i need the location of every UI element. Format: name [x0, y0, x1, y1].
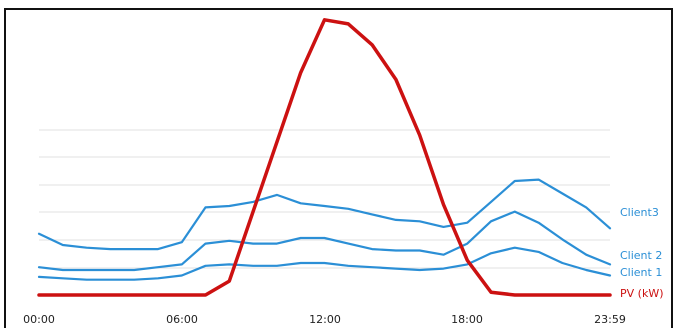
gridlines	[39, 129, 610, 269]
series-label-3: PV (kW)	[620, 287, 663, 300]
series-lines	[37, 18, 612, 297]
series-line-2	[37, 246, 612, 281]
x-tick-label-4: 23:59	[594, 313, 626, 326]
x-tick-label-3: 18:00	[451, 313, 483, 326]
x-axis-ticks: 00:00 06:00 12:00 18:00 23:59	[23, 313, 626, 326]
series-label-2: Client 1	[620, 266, 662, 279]
series-label-0: Client3	[620, 206, 659, 219]
series-line-0	[37, 178, 612, 251]
x-tick-label-2: 12:00	[309, 313, 341, 326]
series-labels: Client3 Client 2 Client 1 PV (kW)	[620, 206, 663, 300]
x-tick-label-1: 06:00	[166, 313, 198, 326]
series-line-1	[37, 210, 612, 272]
x-tick-label-0: 00:00	[23, 313, 55, 326]
series-label-1: Client 2	[620, 249, 662, 262]
series-line-3	[37, 18, 612, 297]
chart-frame	[4, 8, 673, 328]
